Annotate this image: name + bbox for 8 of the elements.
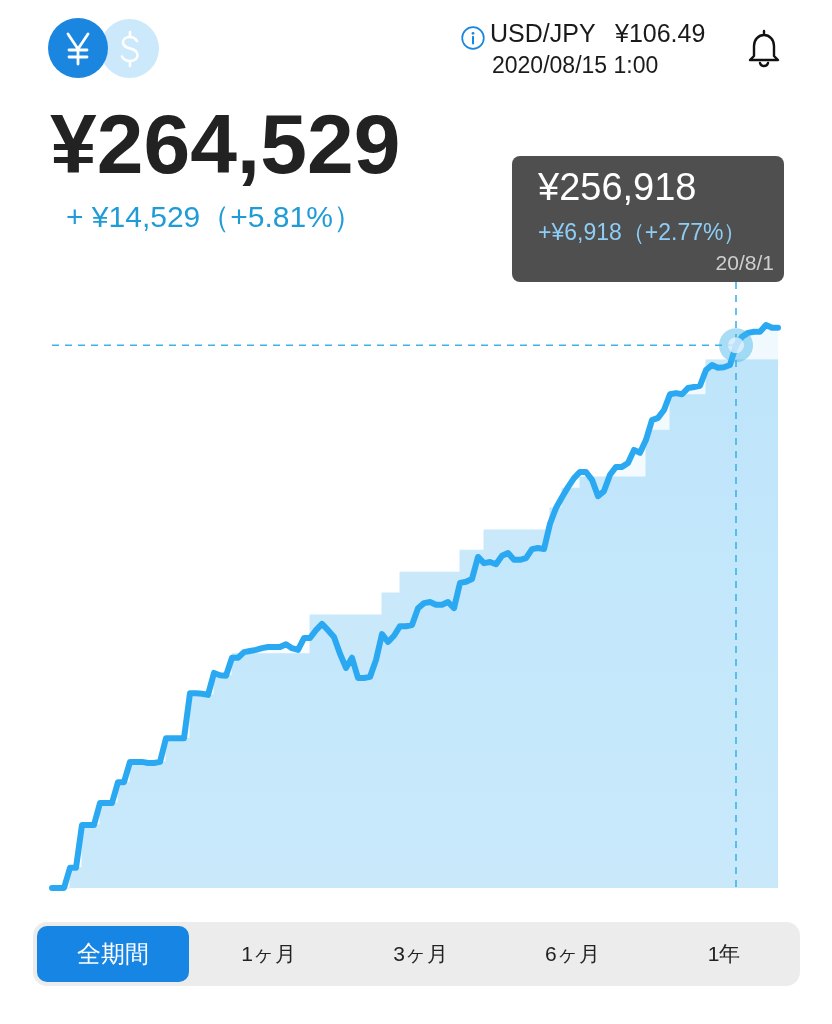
text: USD/JPY [490,19,596,47]
period-tabs: 全期間 1ヶ月 3ヶ月 6ヶ月 1年 [33,922,800,986]
selected-tab: 全期間 [37,926,189,982]
tooltip: ¥256,918 +¥6,918（+2.77%） 20/8/1 [512,156,784,282]
text: 2020/08/15 1:00 [492,52,659,78]
chart-title: ¥264,529 [50,97,401,191]
chart-subtitle: + ¥14,529（+5.81%） [66,200,363,233]
text: ¥106.49 [615,19,706,47]
